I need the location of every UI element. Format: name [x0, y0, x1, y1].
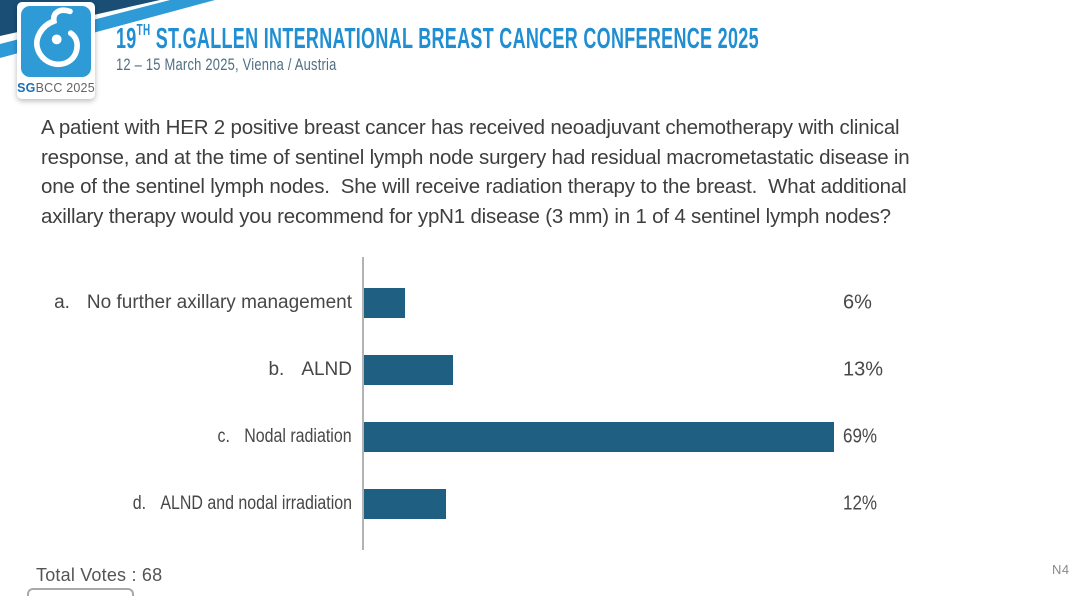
title-ordinal: TH	[136, 22, 151, 40]
title-number: 19	[116, 23, 137, 55]
slide-code: N4	[1052, 562, 1070, 577]
chart-axis-line	[362, 257, 364, 550]
option-text: ALND and nodal irradiation	[160, 493, 352, 514]
option-letter: d.	[132, 493, 147, 514]
poll-percentage: 13%	[843, 358, 884, 381]
conference-dates: 12 – 15 March 2025, Vienna / Austria	[116, 55, 337, 74]
sgbcc-logo-text: SGBCC 2025	[17, 81, 95, 95]
option-text: Nodal radiation	[244, 426, 352, 447]
poll-bar	[364, 288, 405, 318]
poll-bar	[364, 489, 446, 519]
option-label-a: a. No further axillary management	[54, 292, 352, 314]
option-label-c: c. Nodal radiation	[218, 426, 352, 448]
option-label-d: d. ALND and nodal irradiation	[133, 493, 352, 515]
option-letter: a.	[54, 292, 70, 313]
question-line: axillary therapy would you recommend for…	[41, 204, 891, 228]
option-letter: b.	[268, 359, 285, 380]
option-text: ALND	[301, 359, 352, 380]
sgbcc-logo-card: SGBCC 2025	[17, 2, 95, 99]
sgbcc-logo-mark	[21, 6, 91, 77]
total-votes: Total Votes : 68	[36, 565, 163, 585]
title-text: ST.GALLEN INTERNATIONAL BREAST CANCER CO…	[155, 23, 759, 55]
poll-question: A patient with HER 2 positive breast can…	[41, 113, 961, 231]
logo-text-bcc: BCC 2025	[35, 81, 95, 95]
breast-ribbon-icon	[34, 7, 80, 68]
question-line: response, and at the time of sentinel ly…	[41, 145, 910, 169]
poll-percentage: 6%	[843, 291, 872, 314]
question-line: A patient with HER 2 positive breast can…	[41, 116, 900, 139]
option-letter: c.	[217, 426, 231, 447]
option-text: No further axillary management	[86, 292, 352, 313]
option-label-b: b. ALND	[268, 359, 352, 381]
bottom-left-button[interactable]	[27, 588, 134, 596]
poll-percentage: 12%	[843, 492, 878, 515]
poll-bar	[364, 422, 834, 452]
logo-text-sg: SG	[17, 81, 36, 95]
conference-title: 19TH ST.GALLEN INTERNATIONAL BREAST CANC…	[116, 19, 1080, 56]
poll-bar	[364, 355, 453, 385]
poll-percentage: 69%	[843, 425, 878, 448]
question-line: one of the sentinel lymph nodes. She wil…	[41, 175, 907, 198]
